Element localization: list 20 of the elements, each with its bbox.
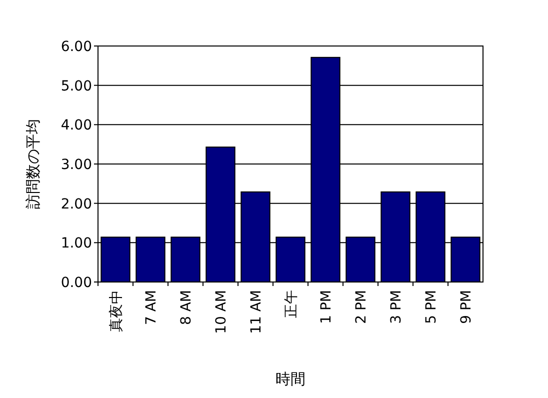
x-tick-label: 2 PM (354, 290, 370, 324)
x-tick-label: 9 PM (458, 290, 474, 324)
x-axis-title: 時間 (276, 370, 306, 388)
y-tick-label: 1.00 (60, 236, 92, 252)
x-tick-label: 8 AM (178, 290, 194, 326)
x-tick-label: 真夜中 (108, 290, 124, 332)
y-tick-label: 4.00 (60, 118, 92, 134)
y-tick-label: 6.00 (60, 39, 92, 55)
y-tick-label: 3.00 (60, 157, 92, 173)
y-tick-label: 0.00 (60, 275, 92, 291)
x-tick-label: 1 PM (318, 290, 334, 324)
x-tick-label: 7 AM (144, 290, 160, 326)
x-tick-label: 3 PM (388, 290, 404, 324)
y-axis-title: 訪問数の平均 (24, 119, 42, 209)
x-tick-label: 正午 (284, 290, 300, 318)
x-tick-label: 10 AM (214, 290, 230, 334)
y-tick-label: 2.00 (60, 196, 92, 212)
x-tick-label: 5 PM (424, 290, 440, 324)
y-tick-label: 5.00 (60, 78, 92, 94)
x-tick-label: 11 AM (248, 290, 264, 334)
